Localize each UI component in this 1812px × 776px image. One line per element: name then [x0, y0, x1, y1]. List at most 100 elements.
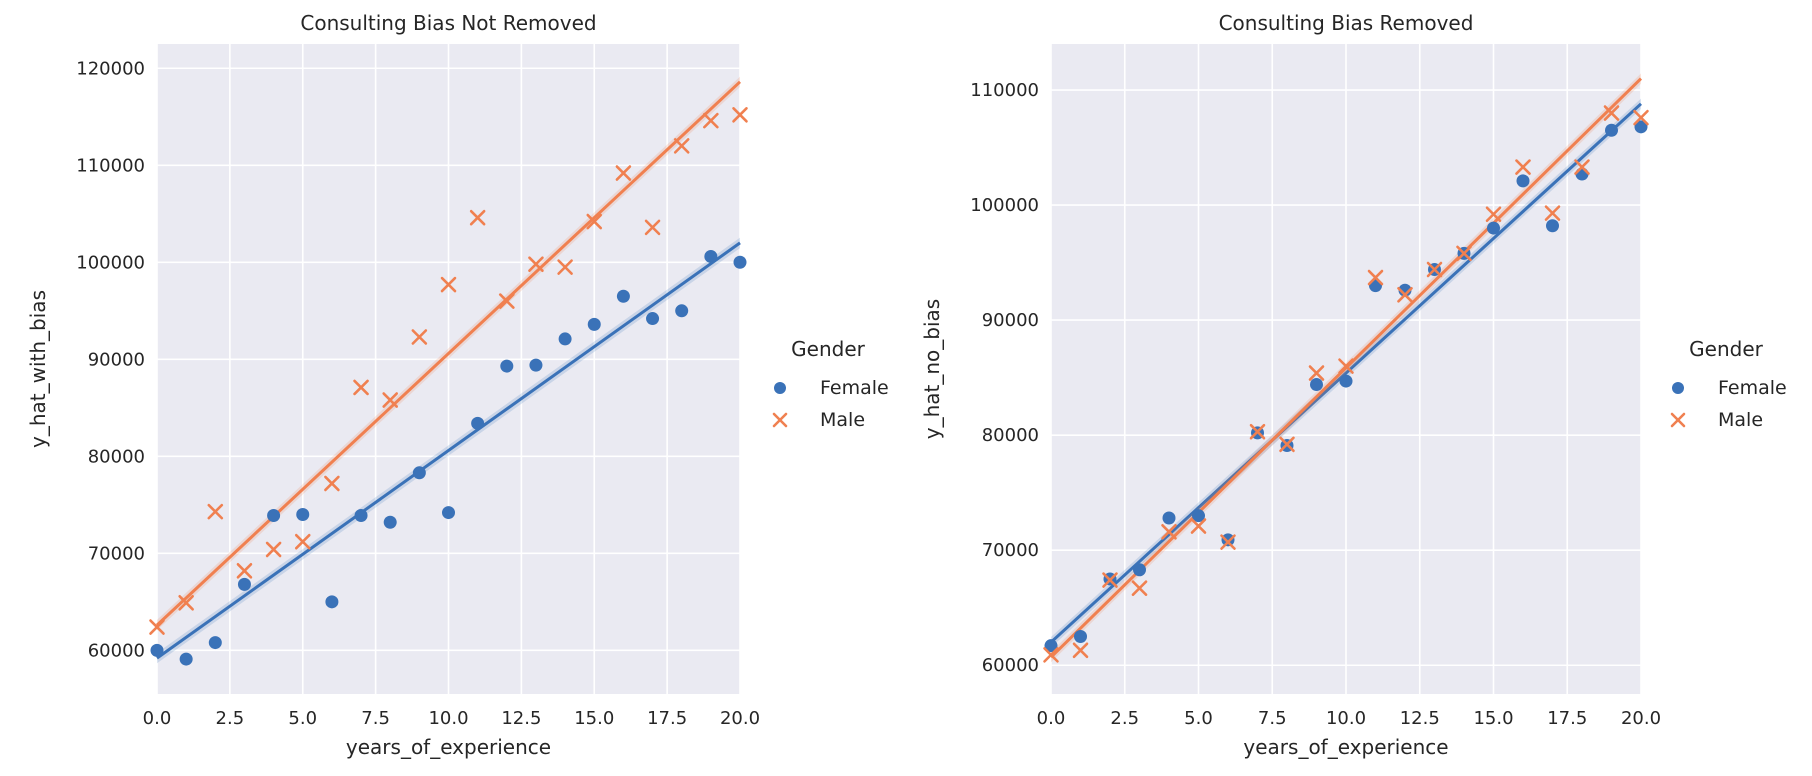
x-tick-label: 20.0 — [720, 708, 760, 729]
data-point-male — [1456, 245, 1472, 262]
data-point-male — [1131, 580, 1148, 596]
y-tick-label: 110000 — [970, 80, 1039, 101]
data-point-female — [237, 577, 251, 591]
data-point-female — [616, 289, 630, 303]
y-tick-labels: 60000 70000 80000 90000 100000 110000 — [970, 80, 1039, 676]
data-point-male — [178, 595, 194, 611]
data-point-male — [1426, 261, 1443, 278]
data-point-male — [615, 165, 632, 181]
y-tick-label: 70000 — [982, 540, 1039, 561]
legend-female-label: Female — [1718, 377, 1787, 399]
data-point-male — [265, 541, 282, 558]
data-point-male — [411, 329, 428, 345]
data-point-male — [1279, 436, 1295, 453]
data-point-female — [1339, 374, 1353, 388]
chart-panel-bias-removed: 0.0 2.5 5.0 7.5 10.0 12.5 15.0 17.5 20.0 60000 70… — [920, 11, 1787, 759]
y-tick-label: 80000 — [88, 446, 145, 467]
legend-male-x — [772, 412, 788, 428]
y-tick-label: 110000 — [76, 155, 145, 176]
regression-lines — [155, 76, 742, 664]
data-point-female — [325, 595, 339, 609]
data-point-male — [557, 259, 573, 275]
data-point-male — [1633, 109, 1649, 126]
data-point-male — [324, 475, 340, 492]
x-tick-label: 10.0 — [428, 708, 468, 729]
x-tick-label: 10.0 — [1326, 708, 1366, 729]
grid-lines — [156, 44, 741, 694]
legend-title: Gender — [1689, 337, 1763, 361]
legend-male-marker — [1670, 412, 1686, 428]
data-point-male — [673, 138, 690, 154]
data-point-female — [529, 358, 543, 372]
data-point-male — [1515, 159, 1531, 175]
x-tick-label: 12.5 — [1400, 708, 1440, 729]
data-point-male — [586, 213, 603, 230]
data-point-male — [236, 562, 253, 579]
data-point-male — [1338, 358, 1354, 374]
x-tick-label: 20.0 — [1621, 708, 1661, 729]
data-point-male — [440, 276, 457, 293]
data-point-female — [1162, 511, 1176, 525]
x-tick-label: 17.5 — [1547, 708, 1587, 729]
legend: Gender Female Male — [1670, 337, 1787, 431]
x-axis-label: years_of_experience — [1243, 735, 1448, 759]
x-axis-label: years_of_experience — [346, 735, 551, 759]
data-point-male — [1603, 105, 1620, 121]
data-point-female — [1398, 283, 1412, 297]
regression-line-male — [155, 80, 742, 627]
data-point-male — [149, 619, 165, 635]
data-point-female — [500, 359, 514, 373]
data-point-female — [1221, 533, 1235, 547]
y-tick-label: 60000 — [88, 640, 145, 661]
data-point-male — [294, 533, 311, 550]
data-point-female — [383, 515, 397, 529]
data-point-female — [267, 508, 281, 522]
x-tick-label: 2.5 — [216, 708, 245, 729]
chart-title: Consulting Bias Removed — [1219, 11, 1474, 35]
data-point-female — [1516, 174, 1530, 188]
data-point-male — [1249, 423, 1266, 440]
data-point-male — [498, 293, 515, 309]
x-tick-label: 0.0 — [1037, 708, 1066, 729]
data-point-female — [442, 506, 455, 520]
data-point-male — [644, 219, 661, 236]
legend-female-label: Female — [820, 377, 889, 399]
data-point-female — [1605, 123, 1618, 137]
data-point-male — [469, 209, 486, 226]
x-tick-label: 12.5 — [501, 708, 541, 729]
data-point-male — [1367, 269, 1384, 286]
y-axis-label: y_hat_with_bias — [26, 290, 50, 448]
data-point-female — [704, 249, 718, 263]
x-tick-label: 15.0 — [574, 708, 614, 729]
x-tick-label: 5.0 — [1184, 708, 1213, 729]
data-point-female — [1575, 167, 1589, 181]
y-tick-label: 60000 — [982, 655, 1039, 676]
data-point-female — [646, 312, 660, 326]
data-point-male — [703, 112, 719, 129]
data-point-male — [1043, 647, 1059, 663]
data-point-female — [675, 304, 689, 318]
y-tick-label: 90000 — [982, 310, 1039, 331]
data-point-female — [471, 416, 485, 430]
regression-line-female — [156, 241, 741, 660]
legend-female-marker — [1672, 382, 1684, 394]
data-point-female — [1133, 563, 1146, 577]
data-point-male — [1161, 523, 1177, 540]
regression-line-female — [1049, 102, 1643, 644]
y-tick-label: 70000 — [88, 543, 145, 564]
x-tick-label: 17.5 — [647, 708, 687, 729]
y-tick-label: 120000 — [76, 58, 145, 79]
x-tick-label: 7.5 — [1258, 708, 1287, 729]
data-point-male — [528, 256, 544, 273]
data-point-female — [587, 317, 601, 331]
data-point-female — [412, 466, 426, 480]
legend-female-marker — [774, 382, 786, 394]
y-tick-label: 90000 — [88, 349, 145, 370]
y-tick-label: 100000 — [970, 195, 1039, 216]
data-point-female — [208, 636, 222, 650]
y-tick-label: 100000 — [76, 252, 145, 273]
y-tick-label: 80000 — [982, 425, 1039, 446]
data-point-female — [558, 332, 572, 346]
legend-male-label: Male — [820, 409, 865, 431]
x-tick-label: 2.5 — [1110, 708, 1139, 729]
